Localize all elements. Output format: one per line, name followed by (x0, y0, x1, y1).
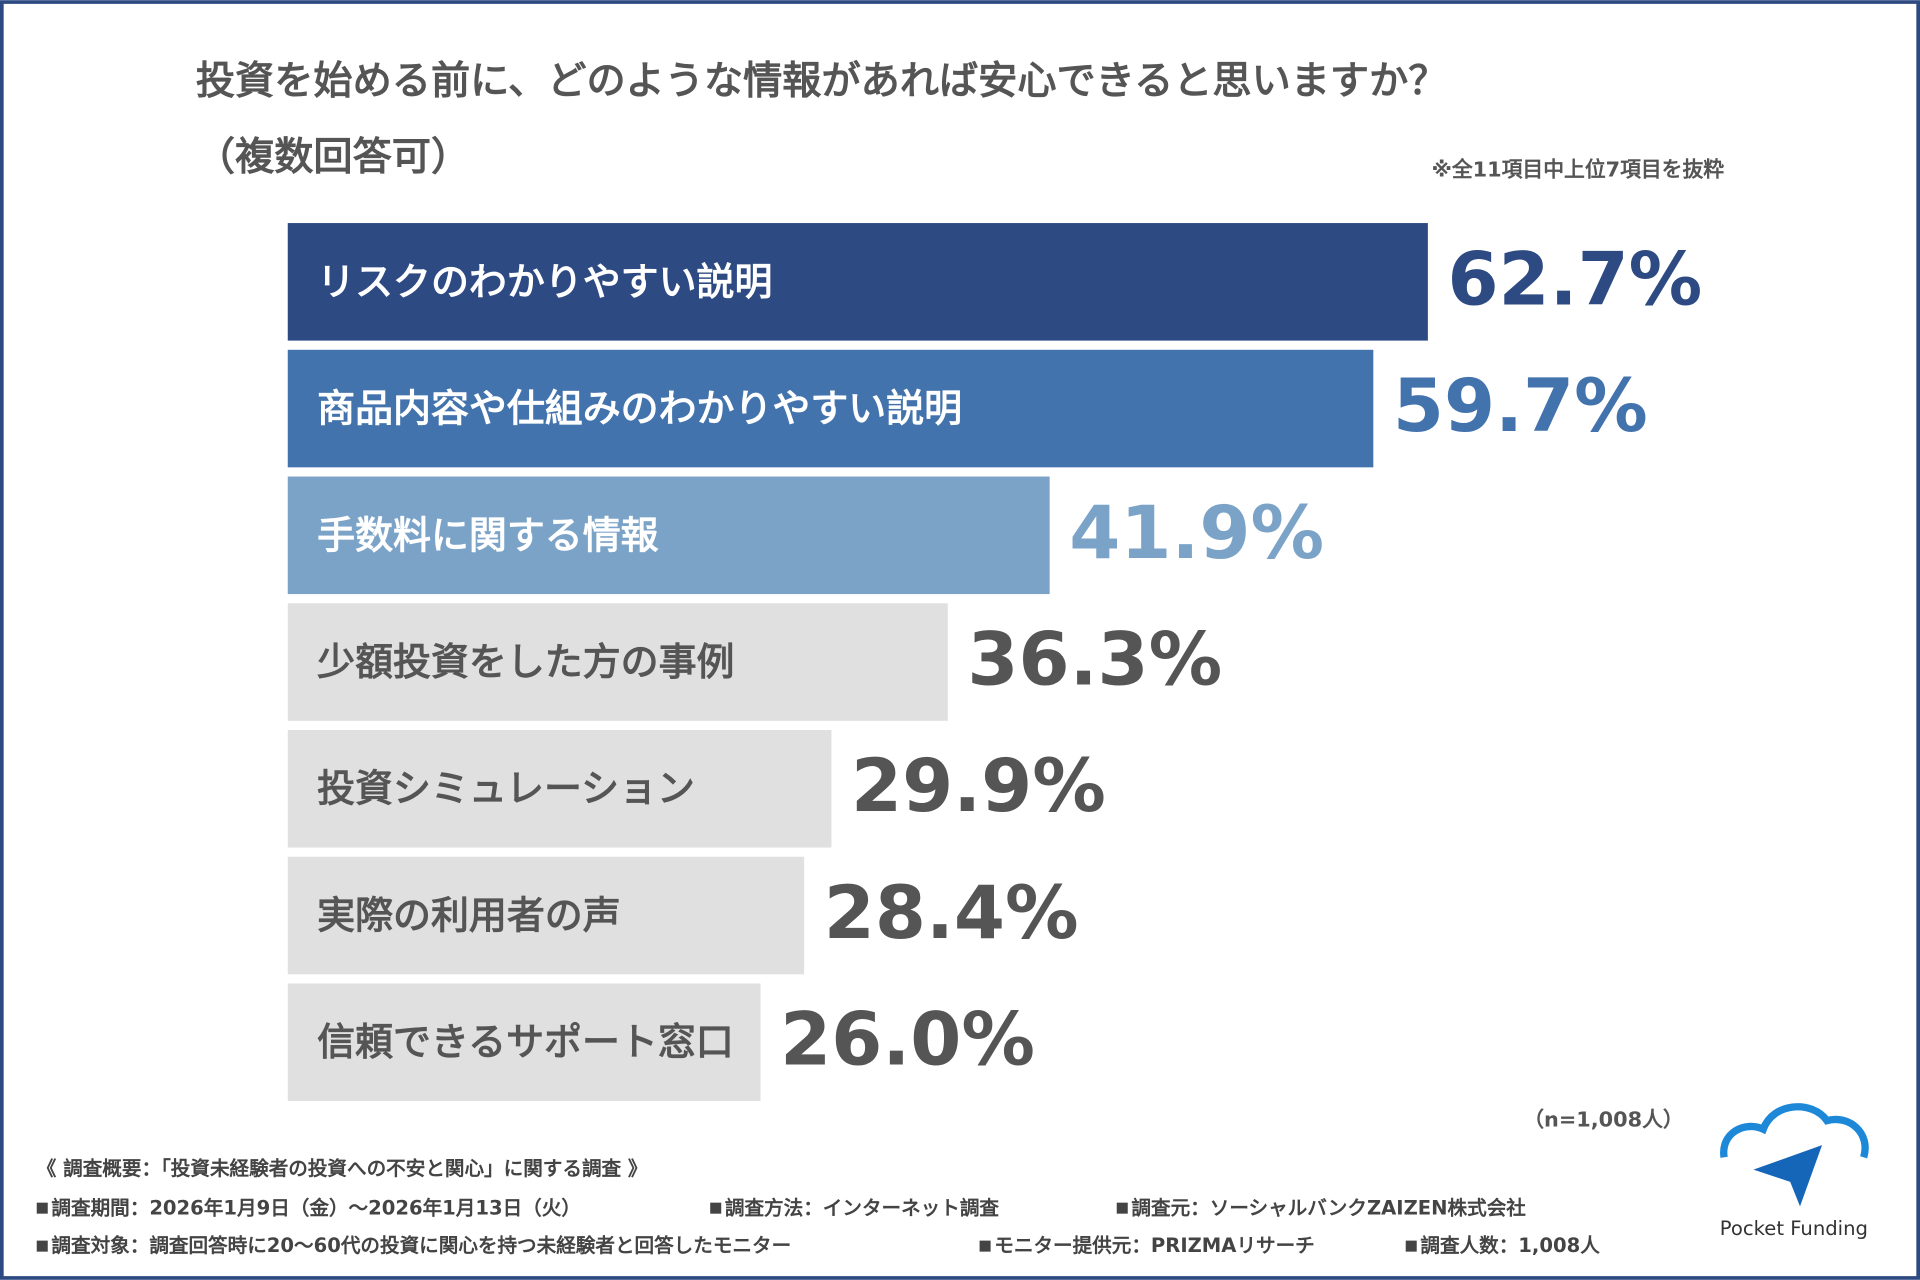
logo-cloud (1720, 1103, 1869, 1159)
value-label: 41.9% (1069, 491, 1324, 576)
bar (287, 730, 832, 848)
bar (287, 603, 948, 721)
bullet (979, 1240, 991, 1252)
bullet (710, 1202, 722, 1214)
bar (287, 856, 805, 975)
chart-subtitle: （複数回答可） (196, 135, 470, 180)
footer-heading: 《 調査概要：「投資未経験者の投資への不安と関心」に関する調査 》 (37, 1157, 648, 1180)
footer-item: モニター提供元：PRIZMAリサーチ (994, 1234, 1314, 1257)
value-label: 62.7% (1447, 237, 1702, 322)
bar (287, 223, 1428, 341)
value-label: 36.3% (967, 618, 1222, 703)
chart-title: 投資を始める前に、どのような情報があれば安心できると思いますか？ (196, 59, 1448, 104)
category-label: 商品内容や仕組みのわかりやすい説明 (317, 387, 962, 431)
value-label: 26.0% (780, 998, 1035, 1083)
footer-item: 調査人数：1,008人 (1420, 1234, 1600, 1257)
bullet (1405, 1240, 1417, 1252)
bullet (36, 1240, 48, 1252)
bullet (1116, 1202, 1128, 1214)
value-label: 28.4% (824, 871, 1079, 956)
category-label: 少額投資をした方の事例 (317, 640, 734, 684)
bullet (36, 1202, 48, 1214)
footer-item: 調査期間：2026年1月9日（金）～2026年1月13日（火） (51, 1196, 581, 1219)
value-label: 59.7% (1393, 364, 1648, 449)
footer-item: 調査方法：インターネット調査 (725, 1196, 1000, 1219)
logo-plane (1753, 1145, 1823, 1207)
footer-item: 調査元：ソーシャルバンクZAIZEN株式会社 (1131, 1196, 1526, 1219)
logo: Pocket Funding (1720, 1103, 1869, 1240)
bar (287, 349, 1374, 468)
sample-size: （n=1,008人） (1523, 1108, 1683, 1132)
footer-item: 調査対象：調査回答時に20～60代の投資に関心を持つ未経験者と回答したモニター (51, 1234, 791, 1257)
value-label: 29.9% (851, 744, 1106, 829)
logo-text: Pocket Funding (1720, 1217, 1868, 1240)
bar (287, 476, 1050, 595)
footer: 《 調査概要：「投資未経験者の投資への不安と関心」に関する調査 》 調査期間：2… (36, 1157, 1600, 1257)
category-label: 信頼できるサポート窓口 (317, 1020, 734, 1064)
category-label: 手数料に関する情報 (317, 513, 658, 557)
category-label: 実際の利用者の声 (317, 893, 620, 937)
category-label: リスクのわかりやすい説明 (317, 260, 772, 304)
bar (287, 983, 761, 1102)
category-label: 投資シミュレーション (317, 767, 695, 811)
note: ※全11項目中上位7項目を抜粋 (1432, 157, 1725, 181)
